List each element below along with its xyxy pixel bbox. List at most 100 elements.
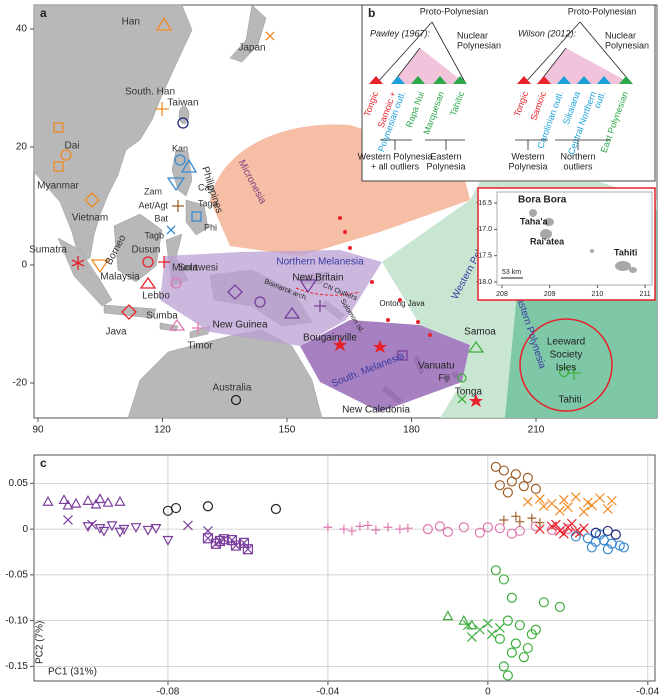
tree-tip [557,76,571,84]
data-point [515,517,525,527]
data-point [70,497,82,508]
group-label: Polynesia [508,161,547,171]
tree-tip [619,76,633,84]
data-point [363,520,373,530]
tree-tip [433,76,447,84]
data-point [502,615,513,626]
data-point [522,642,533,654]
data-point [486,629,497,640]
data-point [570,492,581,503]
map-y-tick-label: 20 [16,142,28,153]
map-label: Sumba [146,311,178,322]
inset-y-tick-label: -18.0 [476,279,492,286]
data-point [474,527,485,538]
data-point [63,515,73,525]
plot-frame [33,454,656,682]
data-point [339,524,349,534]
data-point [383,522,393,532]
data-point [554,601,565,612]
data-point [610,529,621,540]
tree-node: Nuclear [457,30,488,40]
map-label: Australia [213,383,252,394]
data-point [594,493,605,503]
inset-x-tick-label: 208 [496,291,508,298]
group-label: Western [511,151,544,161]
map-label: Vanuatu [418,361,455,372]
map-label: Taiwan [167,98,198,109]
tree-tip [453,76,467,84]
inset-label: Tahiti [614,247,637,257]
inset-y-tick-label: -16.5 [476,200,492,207]
y-tick-label: -0.10 [5,615,28,626]
data-point [506,528,517,539]
y-tick-label: 0 [22,524,28,535]
group-bracket [425,139,465,150]
map-label: South. Han [125,87,175,98]
data-point [62,499,74,510]
leeward-circle [519,318,613,412]
map-label: Cas [198,182,215,192]
data-point [94,493,106,504]
data-point [522,496,533,507]
data-point [462,620,473,631]
data-point [534,493,545,504]
data-point [550,519,561,530]
map-label: Kan [172,143,188,153]
map-label: Sulawesi [178,263,218,274]
data-point [218,534,230,545]
tree-tip [577,76,591,84]
tree-title: Wilson (2012): [518,28,576,38]
data-point [502,487,513,498]
inset-label: 53 km [502,269,521,276]
inset-frame [361,4,656,182]
tree-title: Pawley (1967): [370,28,431,38]
map-y-tick-label: 40 [16,24,28,35]
data-point [506,647,517,658]
data-point [546,498,557,509]
data-point [578,506,589,517]
map-label: Society [550,350,583,361]
data-point [498,574,509,585]
data-point [442,610,454,621]
map-label: Phi [204,222,217,232]
map-y-tick-label: 0 [21,260,27,271]
map-label: Isles [556,363,577,374]
data-point [494,633,505,645]
map-label: Tonga [455,387,483,398]
data-point [530,483,541,494]
inset-y-tick-label: -17.0 [476,226,492,233]
data-point [606,495,617,506]
data-point [518,481,529,492]
map-label: Lebbo [142,291,170,302]
inset-label: Rai'atea [530,236,565,246]
panel-label: b [368,6,375,20]
data-point [570,531,581,542]
data-point [586,500,597,511]
map-label: Samoa [464,327,496,338]
map-label: Bougainville [303,333,357,344]
data-point [323,522,333,532]
x-tick-label: -0.04 [317,687,340,696]
map-label: Taga [198,198,218,208]
map-x-tick-label: 180 [403,425,420,436]
y-tick-label: -0.05 [5,570,28,581]
data-point [395,524,405,534]
map-label: Murut [172,263,198,274]
map-x-tick-label: 120 [154,425,171,436]
y-tick-label: -0.15 [5,661,28,672]
data-point [602,544,613,555]
data-point [490,565,501,576]
map-label: Ontong Java [379,299,425,308]
data-point [518,652,529,663]
data-point [422,524,433,535]
tree-node: Polynesian [457,40,501,50]
group-label: + all outliers [371,161,420,171]
data-point [114,495,126,506]
data-point [514,620,525,631]
inset-y-tick-label: -17.5 [476,253,492,260]
inset-x-tick-label: 211 [640,291,651,298]
map-label: Tagb [144,230,164,240]
data-point [538,501,549,512]
